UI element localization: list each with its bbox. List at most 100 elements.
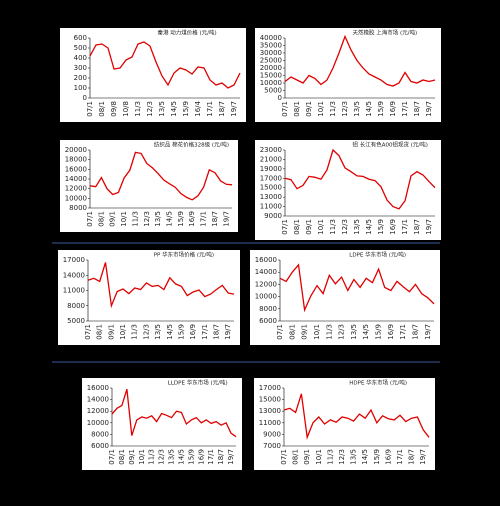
x-tick-label: 15/9 <box>377 219 385 235</box>
x-tick-label: 09/1 <box>128 449 136 465</box>
y-tick-label: 6000 <box>259 317 277 325</box>
x-tick-label: 18/7 <box>217 449 225 465</box>
y-tick-label: 200 <box>74 74 87 82</box>
y-tick-label: 15000 <box>259 396 281 404</box>
x-tick-label: 15/9 <box>187 449 195 465</box>
chart-title: 铝 长江有色A00铝现货 (元/吨) <box>353 141 428 149</box>
y-tick-label: 10000 <box>87 419 109 427</box>
x-tick-label: 13/5 <box>154 211 162 227</box>
x-tick-label: 19/7 <box>424 324 432 340</box>
x-tick-label: 13/5 <box>350 449 358 465</box>
x-tick-label: 07/1 <box>86 211 94 227</box>
x-tick-label: 07/1 <box>281 219 289 235</box>
x-tick-label: 15/9 <box>177 324 185 340</box>
x-tick-label: 16/9 <box>384 449 392 465</box>
y-tick-label: 100 <box>74 84 87 92</box>
x-tick-label: 11/3 <box>131 324 139 340</box>
x-tick-label: 09/1 <box>301 324 309 340</box>
x-tick-label: 07/1 <box>84 324 92 340</box>
x-tick-label: 14/5 <box>365 219 373 235</box>
x-tick-label: 12/3 <box>338 324 346 340</box>
chart-title: 秦港 动力煤价格 (元/吨) <box>158 29 217 37</box>
x-tick-label: 07/1 <box>281 101 289 117</box>
y-tick-label: 16000 <box>87 384 109 392</box>
x-tick-label: 18/7 <box>212 324 220 340</box>
x-tick-label: 09/1 <box>303 449 311 465</box>
x-tick-label: 19/7 <box>230 101 238 117</box>
x-tick-label: 15/9 <box>373 449 381 465</box>
y-tick-label: 8000 <box>259 305 277 313</box>
x-tick-label: 08/1 <box>98 101 106 117</box>
x-tick-label: 19/7 <box>227 449 235 465</box>
x-tick-label: 12/3 <box>142 324 150 340</box>
x-tick-label: 17/1 <box>200 211 208 227</box>
x-tick-label: 16/9 <box>188 211 196 227</box>
y-tick-label: 14000 <box>63 271 85 279</box>
x-tick-label: 14/5 <box>365 101 373 117</box>
x-tick-label: 11/3 <box>329 219 337 235</box>
x-tick-label: 14/5 <box>170 101 178 117</box>
x-tick-label: 15/9 <box>177 211 185 227</box>
price-line <box>89 41 241 89</box>
x-tick-label: 14/5 <box>177 449 185 465</box>
y-tick-label: 5000 <box>67 317 85 325</box>
x-tick-label: 09/8 <box>110 101 118 117</box>
x-tick-label: 19/7 <box>224 324 232 340</box>
x-tick-label: 12/3 <box>158 449 166 465</box>
x-tick-label: 09/1 <box>109 211 117 227</box>
y-tick-label: 10000 <box>255 293 277 301</box>
y-tick-label: 17000 <box>63 256 85 264</box>
y-tick-label: 20000 <box>260 64 282 72</box>
x-tick-label: 13/5 <box>350 324 358 340</box>
price-line <box>284 148 436 210</box>
price-line <box>111 389 237 438</box>
x-tick-label: 09/1 <box>305 101 313 117</box>
x-tick-label: 19/7 <box>425 219 433 235</box>
chart-panel <box>82 378 242 470</box>
x-tick-label: 12/3 <box>143 211 151 227</box>
x-tick-label: 16/4 <box>194 100 202 116</box>
x-tick-label: 13/5 <box>158 101 166 117</box>
chart-title: 纺织品 棉花价格328级 (元/吨) <box>154 141 229 149</box>
y-tick-label: 40000 <box>260 34 282 42</box>
x-tick-label: 10/1 <box>119 324 127 340</box>
y-tick-label: 30000 <box>260 49 282 57</box>
y-tick-label: 11000 <box>259 419 281 427</box>
y-tick-label: 20000 <box>65 146 87 154</box>
chart-title: LLDPE 华东市场 (元/吨) <box>168 379 228 387</box>
x-tick-label: 13/5 <box>353 219 361 235</box>
x-tick-label: 17/1 <box>401 101 409 117</box>
y-tick-label: 25000 <box>260 57 282 65</box>
y-tick-label: 15000 <box>260 72 282 80</box>
x-tick-label: 08/1 <box>97 211 105 227</box>
chart-title: PP 华东市场价格 (元/吨) <box>154 251 214 259</box>
x-tick-label: 18/7 <box>218 101 226 117</box>
x-tick-label: 09/1 <box>107 324 115 340</box>
x-tick-label: 13/5 <box>154 324 162 340</box>
x-tick-label: 18/7 <box>211 211 219 227</box>
x-tick-label: 10/1 <box>313 324 321 340</box>
x-tick-label: 17/1 <box>401 219 409 235</box>
chart-panel <box>250 250 440 345</box>
x-tick-label: 13/5 <box>168 449 176 465</box>
x-tick-label: 19/7 <box>425 101 433 117</box>
chart-panel <box>60 140 238 232</box>
x-tick-label: 11/3 <box>326 449 334 465</box>
x-tick-label: 11/3 <box>329 101 337 117</box>
price-line <box>89 151 233 201</box>
x-tick-label: 08/1 <box>288 324 296 340</box>
price-line <box>283 393 430 440</box>
x-tick-label: 12/3 <box>341 219 349 235</box>
x-tick-label: 17/1 <box>399 324 407 340</box>
y-tick-label: 10000 <box>65 194 87 202</box>
y-tick-label: 7000 <box>263 442 281 450</box>
y-tick-label: 21000 <box>260 155 282 163</box>
x-tick-label: 14/5 <box>166 324 174 340</box>
y-tick-label: 17000 <box>260 174 282 182</box>
y-tick-label: 11000 <box>63 287 85 295</box>
x-tick-label: 12/3 <box>146 101 154 117</box>
y-tick-label: 19000 <box>260 165 282 173</box>
chart-title: LDPE 华东市场 (元/吨) <box>349 251 406 259</box>
x-tick-label: 08/1 <box>293 101 301 117</box>
